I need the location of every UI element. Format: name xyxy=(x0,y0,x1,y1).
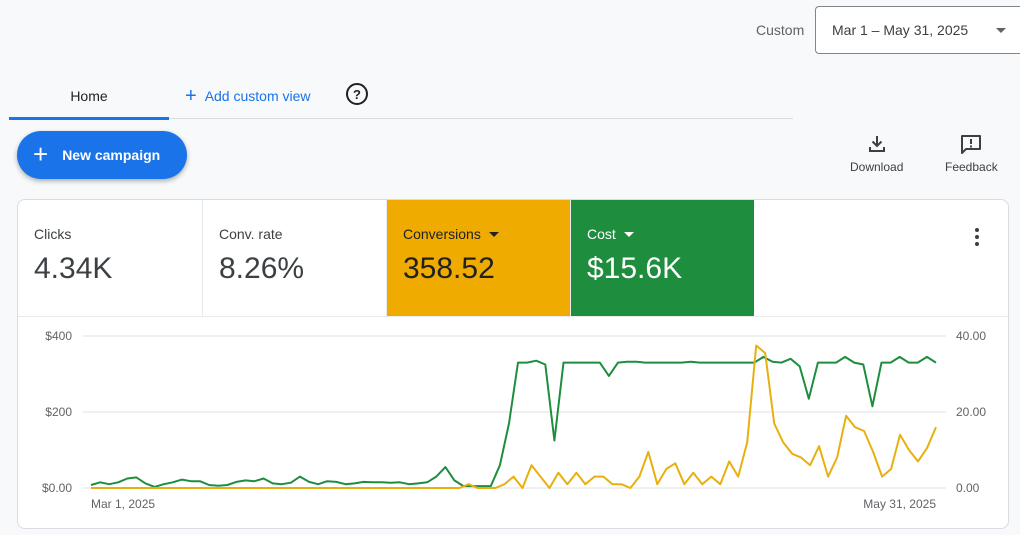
y-tick-right: 20.00 xyxy=(956,405,986,419)
performance-chart: $0.00 0.00 $200 20.00 $400 40.00 Mar 1, 2025 Ma… xyxy=(42,329,986,511)
more-vert-icon[interactable] xyxy=(974,228,980,246)
series-line-conversions xyxy=(91,344,937,489)
date-range-select[interactable]: Mar 1 – May 31, 2025 xyxy=(815,6,1020,54)
tab-home[interactable]: Home xyxy=(9,72,169,120)
metric-conv-rate[interactable]: Conv. rate 8.26% xyxy=(202,200,386,316)
feedback-label: Feedback xyxy=(945,160,998,174)
metric-label: Conversions xyxy=(403,226,570,242)
metric-label: Clicks xyxy=(34,226,72,242)
tab-home-label: Home xyxy=(70,87,108,104)
y-tick-right: 40.00 xyxy=(956,329,986,343)
feedback-icon xyxy=(961,135,982,154)
metric-label: Cost xyxy=(587,226,754,242)
add-custom-view-label: Add custom view xyxy=(204,87,311,104)
x-tick-label: May 31, 2025 xyxy=(863,497,936,511)
caret-down-icon[interactable] xyxy=(488,231,499,237)
y-tick-left: $0.00 xyxy=(42,481,72,495)
metric-cost[interactable]: Cost $15.6K xyxy=(570,200,754,316)
metric-label: Conv. rate xyxy=(219,226,283,242)
metric-value: 8.26% xyxy=(219,252,305,285)
download-button[interactable]: Download xyxy=(850,134,903,174)
metric-clicks[interactable]: Clicks 4.34K xyxy=(18,200,202,316)
plus-icon: + xyxy=(33,138,49,169)
plus-icon: + xyxy=(185,84,197,107)
new-campaign-label: New campaign xyxy=(62,147,161,163)
metric-conversions[interactable]: Conversions 358.52 xyxy=(386,200,570,316)
x-tick-label: Mar 1, 2025 xyxy=(91,497,155,511)
new-campaign-button[interactable]: + New campaign xyxy=(17,131,187,179)
help-icon[interactable]: ? xyxy=(346,83,368,105)
y-tick-left: $400 xyxy=(45,329,72,343)
metric-tabs: Clicks 4.34K Conv. rate 8.26% Conversion… xyxy=(18,200,1008,317)
download-icon xyxy=(868,136,885,152)
y-tick-left: $200 xyxy=(45,405,72,419)
caret-down-icon[interactable] xyxy=(623,231,634,237)
date-range-label: Custom xyxy=(756,22,805,38)
feedback-button[interactable]: Feedback xyxy=(945,134,998,174)
date-range-value: Mar 1 – May 31, 2025 xyxy=(832,22,969,38)
performance-card: Clicks 4.34K Conv. rate 8.26% Conversion… xyxy=(17,199,1009,529)
caret-down-icon xyxy=(996,28,1006,33)
y-tick-right: 0.00 xyxy=(956,481,980,495)
series-line-cost xyxy=(90,355,937,488)
metric-value: 4.34K xyxy=(34,252,113,285)
add-custom-view-button[interactable]: + Add custom view xyxy=(185,72,311,119)
metric-value: 358.52 xyxy=(403,252,495,285)
download-label: Download xyxy=(850,160,904,174)
view-tabs: Home + Add custom view ? xyxy=(9,72,793,120)
metric-value: $15.6K xyxy=(587,252,683,285)
